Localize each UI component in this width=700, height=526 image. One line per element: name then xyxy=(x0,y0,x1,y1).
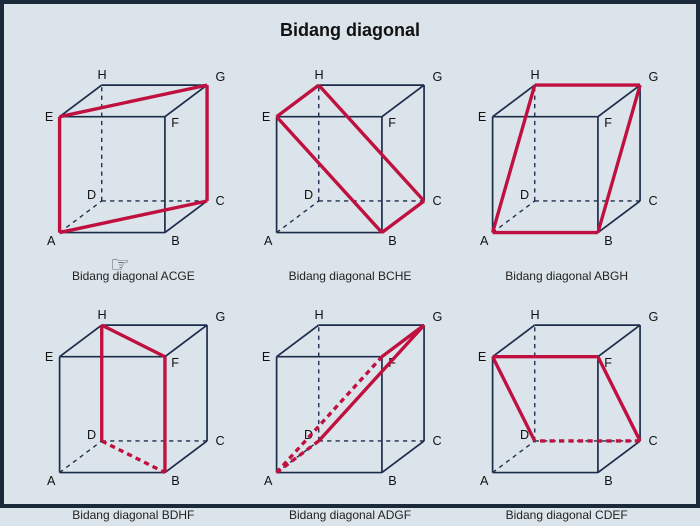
svg-text:B: B xyxy=(388,474,396,488)
svg-text:G: G xyxy=(649,310,659,324)
svg-text:A: A xyxy=(264,234,273,248)
cube-svg-1: A B C D E F G H xyxy=(245,51,456,267)
cube-svg-4: ABCDEFGH xyxy=(245,291,456,507)
svg-text:D: D xyxy=(87,428,96,442)
svg-text:C: C xyxy=(215,194,224,208)
svg-text:H: H xyxy=(98,307,107,321)
cube-svg-5: ABCDEFGH xyxy=(461,291,672,507)
panel-4: ABCDEFGH Bidang diagonal ADGF xyxy=(245,291,456,526)
caption-5: Bidang diagonal CDEF xyxy=(506,506,628,526)
svg-text:F: F xyxy=(388,116,396,130)
caption-4: Bidang diagonal ADGF xyxy=(289,506,411,526)
cube-svg-3: A B C D E F G H xyxy=(28,291,239,507)
svg-text:E: E xyxy=(262,110,270,124)
caption-0: Bidang diagonal ACGE xyxy=(72,267,195,287)
panel-5: ABCDEFGH Bidang diagonal CDEF xyxy=(461,291,672,526)
svg-text:F: F xyxy=(171,116,179,130)
svg-text:B: B xyxy=(605,234,613,248)
svg-text:C: C xyxy=(649,194,658,208)
svg-text:D: D xyxy=(304,188,313,202)
svg-text:A: A xyxy=(264,474,273,488)
svg-text:G: G xyxy=(649,70,659,84)
caption-3: Bidang diagonal BDHF xyxy=(72,506,194,526)
svg-text:E: E xyxy=(478,350,486,364)
hand-cursor-icon: ☜ xyxy=(110,252,130,278)
svg-text:B: B xyxy=(171,474,179,488)
cube-svg-0: A B C D E F G H xyxy=(28,51,239,267)
svg-text:H: H xyxy=(98,68,107,82)
svg-text:A: A xyxy=(480,234,489,248)
svg-text:G: G xyxy=(215,70,225,84)
svg-text:A: A xyxy=(47,234,56,248)
panel-0: A B C D E F G H Bidang diagonal ACGE xyxy=(28,51,239,287)
svg-text:E: E xyxy=(478,110,486,124)
caption-1: Bidang diagonal BCHE xyxy=(289,267,412,287)
svg-text:F: F xyxy=(605,116,613,130)
svg-text:H: H xyxy=(314,68,323,82)
svg-text:B: B xyxy=(605,474,613,488)
svg-text:B: B xyxy=(171,234,179,248)
svg-text:A: A xyxy=(480,474,489,488)
svg-text:D: D xyxy=(520,188,529,202)
svg-text:G: G xyxy=(215,310,225,324)
svg-text:H: H xyxy=(314,307,323,321)
svg-text:H: H xyxy=(531,307,540,321)
page-title: Bidang diagonal xyxy=(4,4,696,41)
panel-grid: A B C D E F G H Bidang diagonal ACGE A B C D E F G H B… xyxy=(4,41,696,493)
svg-text:C: C xyxy=(215,434,224,448)
svg-text:G: G xyxy=(432,70,442,84)
svg-text:C: C xyxy=(432,434,441,448)
svg-text:H: H xyxy=(531,68,540,82)
caption-2: Bidang diagonal ABGH xyxy=(505,267,628,287)
svg-text:D: D xyxy=(87,188,96,202)
svg-text:E: E xyxy=(45,350,53,364)
panel-3: A B C D E F G H Bidang diagonal BDHF xyxy=(28,291,239,526)
svg-text:C: C xyxy=(432,194,441,208)
panel-1: A B C D E F G H Bidang diagonal BCHE xyxy=(245,51,456,287)
svg-text:E: E xyxy=(262,350,270,364)
svg-text:A: A xyxy=(47,474,56,488)
svg-text:C: C xyxy=(649,434,658,448)
svg-text:F: F xyxy=(171,356,179,370)
svg-text:E: E xyxy=(45,110,53,124)
svg-text:G: G xyxy=(432,310,442,324)
panel-2: A B C D E F G H Bidang diagonal ABGH xyxy=(461,51,672,287)
cube-svg-2: A B C D E F G H xyxy=(461,51,672,267)
svg-text:B: B xyxy=(388,234,396,248)
